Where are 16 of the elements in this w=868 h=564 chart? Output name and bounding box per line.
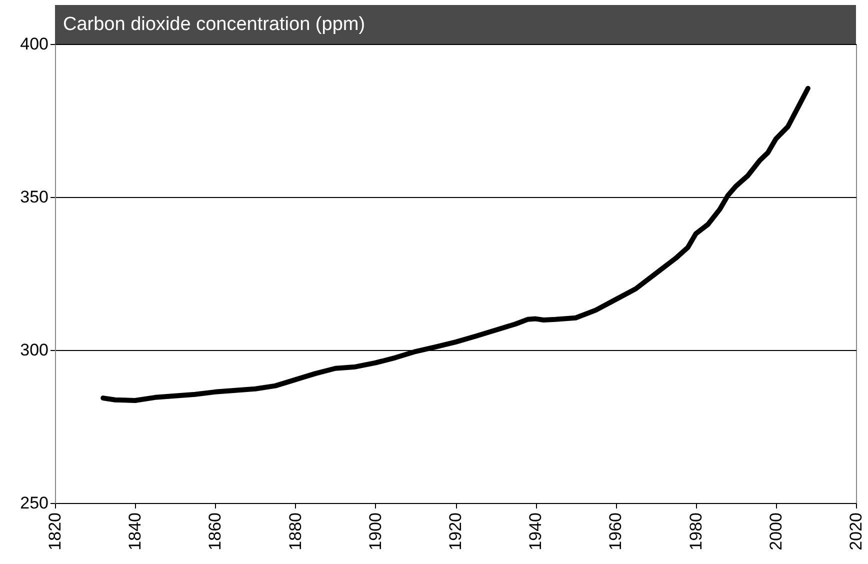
- y-tick-label: 400: [20, 34, 48, 54]
- x-tick-label: 1980: [686, 512, 706, 550]
- x-tick-label: 1880: [286, 512, 305, 550]
- x-tick-label: 1960: [606, 512, 626, 550]
- x-tick-label: 1860: [206, 512, 225, 550]
- chart-title: Carbon dioxide concentration (ppm): [55, 5, 856, 44]
- x-tick-label: 1920: [446, 512, 465, 550]
- y-tick-label: 300: [20, 340, 48, 360]
- x-tick-label: 1820: [46, 512, 64, 550]
- y-tick-label: 250: [20, 494, 48, 512]
- x-tick-label: 2000: [766, 512, 786, 550]
- y-tick-label: 350: [20, 188, 48, 206]
- x-tick-label: 2020: [846, 512, 866, 550]
- x-tick-label: 1840: [126, 512, 145, 550]
- x-tick-label: 1900: [366, 512, 385, 550]
- x-tick-label: 1940: [526, 512, 546, 550]
